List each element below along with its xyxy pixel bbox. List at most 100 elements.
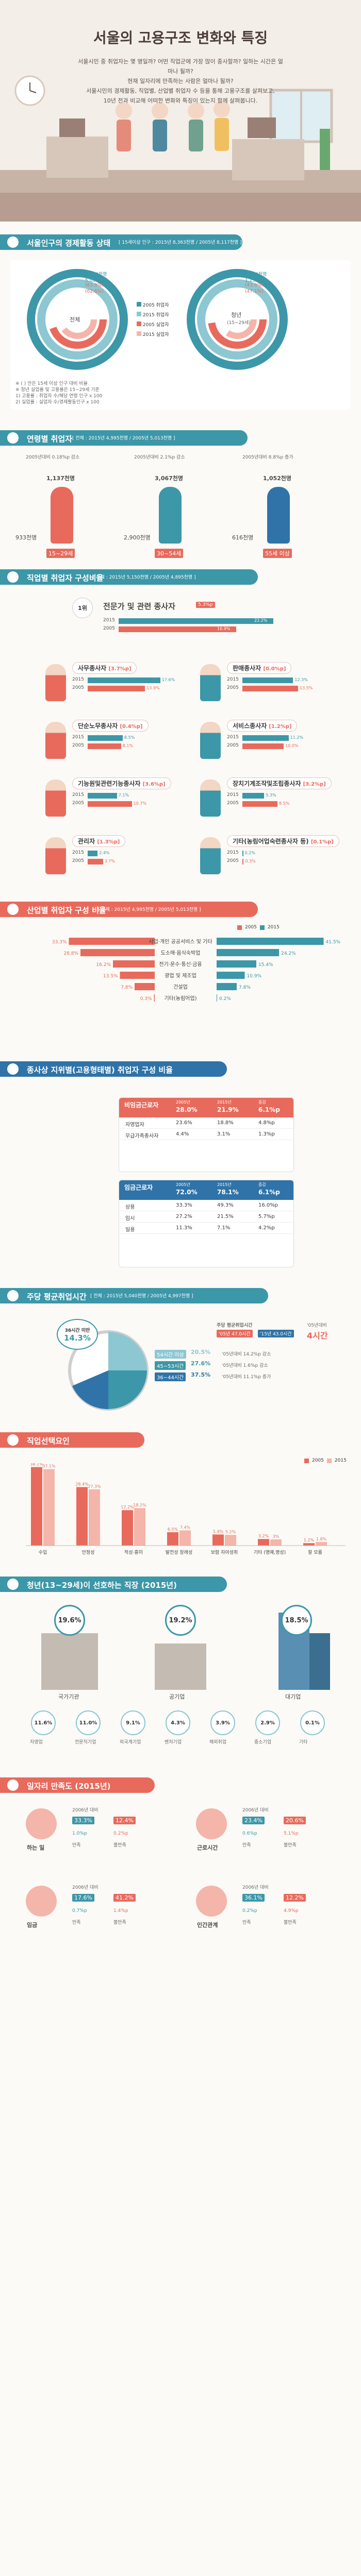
occupation-name: 장치기계조작및조립종사자 [3.2%p]	[227, 777, 332, 789]
intro-line: 10년 전과 비교해 어떠한 변화와 특징이 있는지 함께 살펴봅니다.	[103, 97, 258, 104]
base-label: 2006년 대비	[72, 1885, 99, 1890]
satisfaction-icon	[26, 1886, 57, 1917]
pref-circle: 18.5%	[281, 1605, 312, 1636]
pref-circle: 0.1%	[300, 1710, 325, 1735]
bar-2005	[113, 960, 155, 968]
occupation-name: 판매종사자 [0.0%p]	[227, 662, 292, 674]
bar-2005: 2005 0.3%	[227, 858, 256, 865]
worker-icon	[45, 779, 66, 817]
category-label: 기타 (명예,명성)	[254, 1550, 286, 1555]
bar-2015: 2015 0.2%	[227, 850, 255, 856]
satisfied-value: 33.3%	[72, 1817, 94, 1824]
section-header-hours: 주당 평균취업시간 [ 전체 : 2015년 5,040천명 / 2005년 4…	[0, 1288, 361, 1303]
delta-value: [0.0%p]	[263, 666, 286, 672]
value-2005: 38.1%	[30, 1463, 43, 1467]
worker-icon	[200, 779, 221, 817]
bar-fill	[88, 801, 132, 807]
value-2005: 5.4%	[213, 1529, 224, 1534]
pref-circle: 2.9%	[255, 1710, 280, 1735]
bar-fill	[88, 743, 121, 749]
value-2015: 27.3%	[88, 1484, 101, 1489]
age-value-bot: 2,900천명	[124, 534, 151, 541]
worker-icon	[45, 837, 66, 874]
bar-2015: 2015 12.3%	[227, 677, 308, 683]
rank-badge: 1위	[72, 598, 93, 618]
section-header-economic: 서울인구의 경제활동 상태 [ 15세이상 인구 : 2015년 8,363천명…	[0, 234, 361, 250]
industry-legend: 2005 2015	[237, 925, 280, 930]
unsatisfied-value: 12.2%	[284, 1894, 306, 1902]
bar-2005	[303, 1543, 315, 1546]
chart-icon	[7, 571, 19, 583]
pref-name: 국가기관	[58, 1693, 79, 1700]
pref-name: 벤처기업	[165, 1740, 182, 1745]
bar-2005	[122, 1510, 133, 1546]
bar-2005	[212, 1534, 224, 1546]
satisfaction-item: 인간관계	[197, 1922, 218, 1928]
satisfied-value: 36.1%	[242, 1894, 265, 1902]
value-2005: 7.8%	[121, 985, 133, 990]
pref-name: 자영업	[30, 1740, 43, 1745]
delta-value: [3.6%p]	[142, 782, 166, 787]
desk-left	[46, 137, 108, 178]
hours-note: '05년대비 1.6%p 감소	[222, 1363, 268, 1368]
plant-icon	[320, 129, 330, 170]
worker-icon	[200, 722, 221, 759]
delta-value: [1.3%p]	[97, 839, 120, 845]
economic-status-card: 전체 청년 (15~29세) 5,350천명 5,081천명 (63.9%) (…	[10, 260, 351, 410]
hours-note: '05년대비 11.1%p 증가	[222, 1375, 271, 1380]
donut-center-label: 청년	[231, 312, 242, 318]
bar-fill	[88, 686, 145, 691]
section-header-occupation: 직업별 취업자 구성비율 [ 전체 : 2015년 5,150천명 / 2005…	[0, 569, 361, 585]
satisfaction-card: 하는 일 2006년 대비 33.3% 12.4% 1.0%p 0.2%p 만족 불만족	[21, 1803, 175, 1865]
delta-badge: 5.3%p	[196, 602, 215, 608]
industry-label: 사업·개인 공공서비스 및 기타	[149, 938, 212, 945]
occupation-card: 관리자 [1.3%p] 2015 2.4% 2005 3.7%	[41, 835, 175, 876]
age-figure	[267, 487, 290, 544]
satisfaction-item: 근로시간	[197, 1844, 218, 1851]
pref-circle: 4.3%	[166, 1710, 190, 1735]
occupation-name: 사무종사자 [3.7%p]	[72, 662, 137, 674]
wage-table: 임금근로자 2005년 72.0% 2015년 78.1% 증감 6.1%p 상…	[119, 1180, 294, 1267]
age-value-bot: 616천명	[232, 534, 254, 541]
bar-2015	[217, 949, 279, 956]
hours-pct: 27.6%	[191, 1360, 211, 1367]
donut-center-label: 전체	[70, 316, 80, 323]
buildings-illustration	[41, 1613, 330, 1690]
worker-icon	[200, 664, 221, 701]
bar-2015	[316, 1541, 327, 1546]
occupation-name: 기타(농림어업숙련종사자 등) [0.1%p]	[227, 835, 339, 847]
satisfied-value: 17.6%	[72, 1894, 94, 1902]
occupation-card: 서비스종사자 [1.2%p] 2015 11.2% 2005 10.0%	[196, 720, 330, 761]
base-label: 2006년 대비	[72, 1808, 99, 1813]
legend-unsatisfied: 불만족	[284, 1843, 297, 1848]
legend-unsatisfied: 불만족	[284, 1920, 297, 1925]
age-group-label: 55세 이상	[263, 549, 292, 558]
industry-chart: 33.3% 사업·개인 공공서비스 및 기타 41.5% 28.8% 도소매·음식숙박업…	[52, 938, 341, 1002]
satisfaction-icon	[196, 1808, 227, 1839]
pref-name: 대기업	[285, 1693, 301, 1700]
bar-2015	[134, 1508, 145, 1546]
desk-right	[232, 139, 304, 180]
satisfaction-card: 임금 2006년 대비 17.6% 41.2% 0.7%p 1.4%p 만족 불만족	[21, 1880, 175, 1942]
chart-icon	[7, 432, 19, 444]
bar-2015: 2015 7.1%	[72, 792, 129, 799]
bar-2005: 2005 10.0%	[227, 743, 299, 749]
legend-satisfied: 만족	[72, 1843, 81, 1848]
bar-2015	[179, 1530, 191, 1546]
legend: 2005 취업자 2015 취업자 2005 실업자 2015 실업자	[137, 301, 169, 337]
occupation-card: 기타(농림어업숙련종사자 등) [0.1%p] 2015 0.2% 2005 0.3%	[196, 835, 339, 876]
legend-unsatisfied: 불만족	[113, 1920, 126, 1925]
industry-label: 전기·운수·통신·금융	[159, 961, 202, 968]
section-header-age: 연령별 취업자 [ 전체 : 2015년 4,995천명 / 2005년 5,0…	[0, 430, 361, 446]
bar-2005	[258, 1539, 269, 1546]
category-label: 잘 모름	[308, 1549, 322, 1555]
bar-fill	[242, 735, 289, 741]
factors-chart: 38.1%37.1% 수입 28.4%27.3% 안정성 17.2%18.2% 적성·흥미…	[26, 1463, 346, 1555]
occupation-name: 기능원및관련기능종사자 [3.6%p]	[72, 777, 171, 789]
value-2015: 37.1%	[42, 1464, 56, 1469]
hours-pct: 37.5%	[191, 1371, 211, 1378]
base-label: 2006년 대비	[242, 1808, 269, 1813]
occupation-card: 판매종사자 [0.0%p] 2015 12.3% 2005 13.5%	[196, 662, 330, 703]
chart-icon	[7, 236, 19, 248]
value-2015: 5.2%	[225, 1530, 236, 1534]
